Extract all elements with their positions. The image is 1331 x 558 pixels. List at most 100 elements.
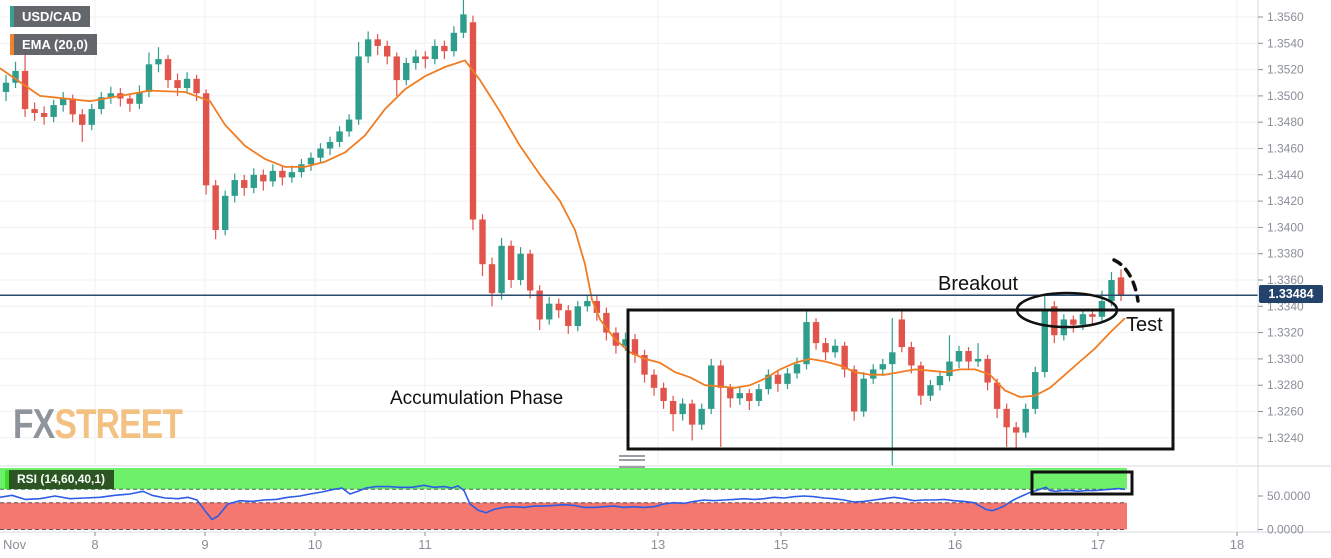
time-tick-label: 10 <box>308 537 322 552</box>
time-tick-label: 8 <box>91 537 98 552</box>
candle <box>574 301 581 332</box>
price-tick-label: 1.3540 <box>1267 36 1304 50</box>
price-tick-label: 1.3440 <box>1267 168 1304 182</box>
candle <box>765 369 772 395</box>
candle <box>164 55 172 89</box>
candle <box>31 102 38 121</box>
candle <box>717 360 724 448</box>
price-tick-label: 1.3400 <box>1267 220 1304 234</box>
candle <box>279 165 286 186</box>
candle <box>355 41 362 125</box>
candle <box>2 74 10 102</box>
price-tick-label: 1.3320 <box>1267 326 1304 340</box>
candle <box>412 49 419 70</box>
candle <box>1041 295 1048 378</box>
candle <box>498 237 505 300</box>
ema-color-strip <box>10 34 14 55</box>
candle <box>202 89 210 195</box>
candle <box>136 85 143 110</box>
candle <box>1032 366 1039 415</box>
candle <box>927 379 934 401</box>
candle <box>317 143 324 163</box>
candle <box>679 398 686 421</box>
symbol-color-strip <box>10 6 14 27</box>
candle <box>936 370 944 391</box>
candle <box>755 383 763 407</box>
price-tick-label: 1.3420 <box>1267 194 1304 208</box>
candle <box>507 240 515 288</box>
candle <box>584 294 591 312</box>
watermark-fx: FX <box>13 400 55 447</box>
price-tick-label: 1.3260 <box>1267 405 1304 419</box>
price-axis[interactable] <box>1258 0 1331 532</box>
candle <box>955 345 963 369</box>
candle <box>908 341 915 374</box>
rsi-tick-label: 50.0000 <box>1267 489 1311 503</box>
rsi-tick-label: 0.0000 <box>1267 523 1304 537</box>
candle <box>221 190 229 236</box>
pane-divider-handle[interactable] <box>619 455 645 468</box>
time-tick-label: 11 <box>418 537 432 552</box>
candle <box>488 257 496 307</box>
candlestick-layer <box>2 0 1125 466</box>
fxstreet-watermark: FXSTREET <box>13 400 183 448</box>
candle <box>241 174 248 196</box>
time-tick-label: Nov <box>3 537 27 552</box>
candle <box>21 47 29 117</box>
candle <box>965 347 972 370</box>
candle <box>1117 269 1125 302</box>
rsi-color-strip <box>5 470 9 489</box>
candle <box>155 47 162 73</box>
candle <box>603 307 610 341</box>
test-label: Test <box>1126 314 1163 336</box>
candle <box>660 382 667 409</box>
price-tick-label: 1.3500 <box>1267 89 1304 103</box>
candle <box>479 214 486 277</box>
candle <box>469 15 477 231</box>
rsi-highlight-box <box>1030 470 1134 496</box>
time-tick-label: 15 <box>774 537 788 552</box>
candle <box>288 165 296 183</box>
price-tick-label: 1.3280 <box>1267 378 1304 392</box>
ema-name: EMA (20,0) <box>14 34 97 55</box>
candle <box>212 180 219 240</box>
candle <box>107 86 115 104</box>
rsi-oversold-band <box>0 502 1127 530</box>
candle <box>450 26 458 57</box>
candle <box>403 57 410 86</box>
candle <box>822 337 829 361</box>
candle <box>441 40 448 60</box>
ema-path <box>0 59 1126 398</box>
candle <box>860 372 867 417</box>
candle <box>793 357 801 379</box>
rsi-name: RSI (14,60,40,1) <box>9 470 115 489</box>
breakout-label: Breakout <box>938 273 1018 295</box>
candle <box>336 126 343 148</box>
candle <box>364 31 372 64</box>
candle <box>231 173 238 203</box>
candle <box>879 358 886 376</box>
accumulation-phase-label: Accumulation Phase <box>390 388 563 409</box>
candle <box>269 164 277 187</box>
candle <box>565 304 572 334</box>
candle <box>669 395 677 432</box>
price-tick-label: 1.3520 <box>1267 63 1304 77</box>
price-tick-label: 1.3480 <box>1267 115 1304 129</box>
candle <box>898 310 906 353</box>
candle <box>1022 403 1029 438</box>
candle <box>984 354 991 391</box>
candle <box>774 370 782 392</box>
symbol-name: USD/CAD <box>14 6 91 27</box>
candle <box>384 40 391 65</box>
candle <box>307 152 315 171</box>
candle <box>688 399 696 441</box>
candle <box>117 88 124 107</box>
time-axis[interactable] <box>0 532 1331 558</box>
price-tick-label: 1.3460 <box>1267 142 1304 156</box>
candle <box>784 368 791 390</box>
candle <box>326 136 334 156</box>
time-tick-label: 9 <box>201 537 208 552</box>
candle <box>1089 310 1096 325</box>
